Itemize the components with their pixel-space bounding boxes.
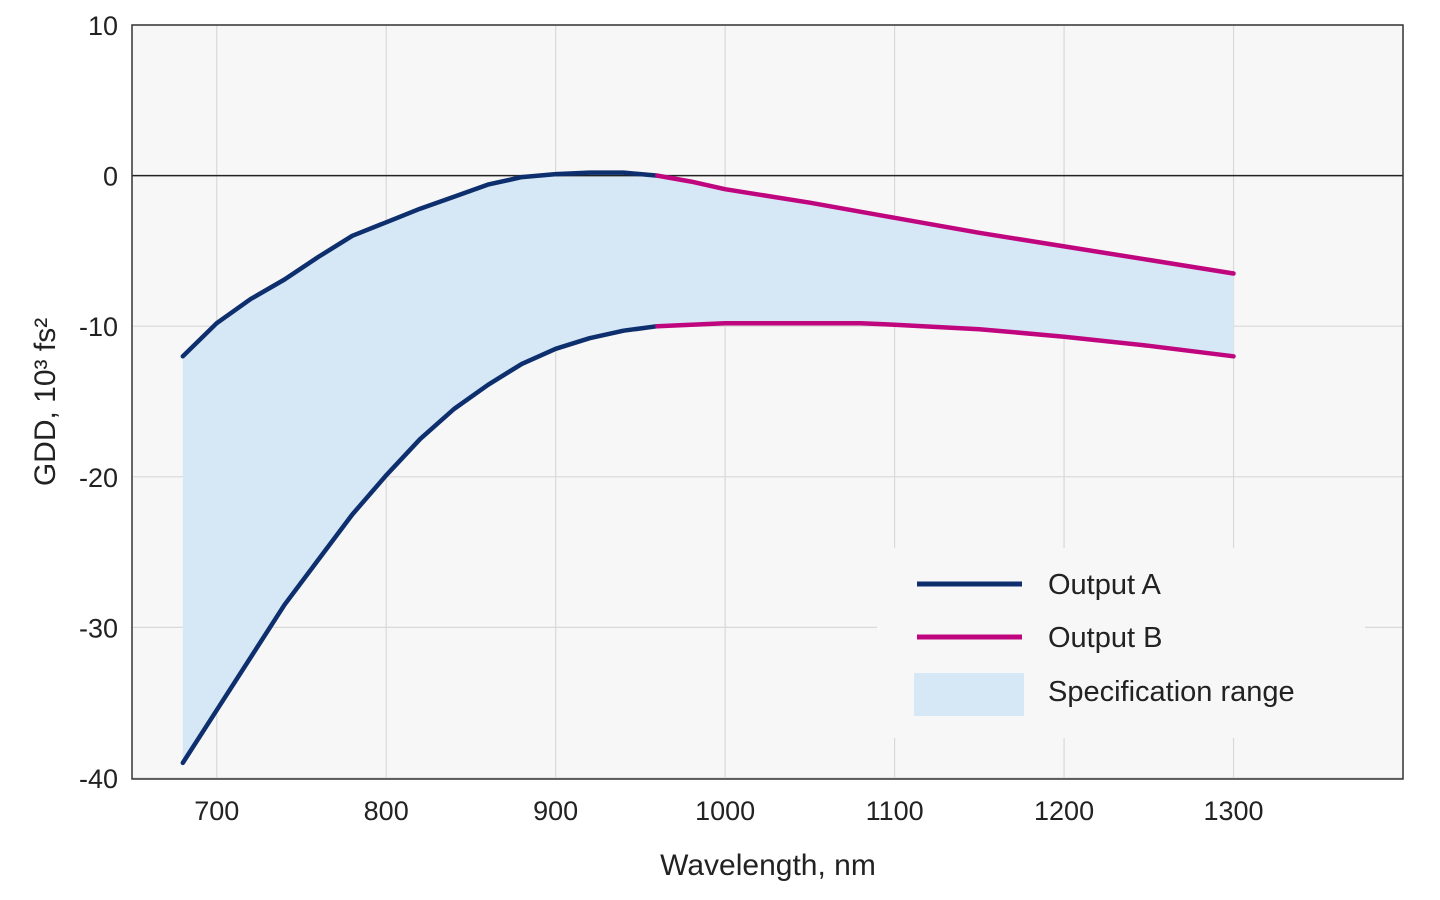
x-tick-label: 800 [364, 796, 409, 826]
series-line-output-b-upper [655, 173, 1236, 276]
series-line-output-b-lower [655, 320, 1236, 359]
y-tick-label: 0 [103, 162, 118, 192]
y-axis-label: GDD, 10³ fs² [29, 318, 62, 486]
x-tick-label: 1000 [695, 796, 755, 826]
legend-label-output-b: Output B [1048, 622, 1162, 654]
x-tick-labels: 700 800 900 1000 1100 1200 1300 [194, 796, 1263, 826]
y-tick-label: -20 [79, 463, 118, 493]
series-lines [180, 170, 1236, 766]
x-axis-label: Wavelength, nm [660, 849, 876, 882]
y-tick-label: 10 [88, 11, 118, 41]
x-tick-label: 1100 [866, 796, 924, 826]
series-line-output-a-upper [180, 170, 660, 359]
y-tick-label: -40 [79, 764, 118, 794]
legend-label-specification-range: Specification range [1048, 676, 1295, 708]
legend-label-output-a: Output A [1048, 569, 1162, 601]
series-line-output-a-lower [180, 323, 660, 766]
legend-swatch-specification-range [914, 673, 1024, 716]
y-tick-label: -10 [79, 312, 118, 342]
y-tick-label: -30 [79, 613, 118, 643]
x-tick-label: 900 [533, 796, 578, 826]
x-tick-label: 1300 [1203, 796, 1263, 826]
y-tick-labels: 10 0 -10 -20 -30 -40 [79, 11, 118, 794]
x-tick-label: 700 [194, 796, 239, 826]
specification-range-area [182, 172, 1234, 763]
x-tick-label: 1200 [1034, 796, 1094, 826]
legend: Output A Output B Specification range [877, 548, 1365, 738]
plot-frame [131, 24, 1404, 780]
